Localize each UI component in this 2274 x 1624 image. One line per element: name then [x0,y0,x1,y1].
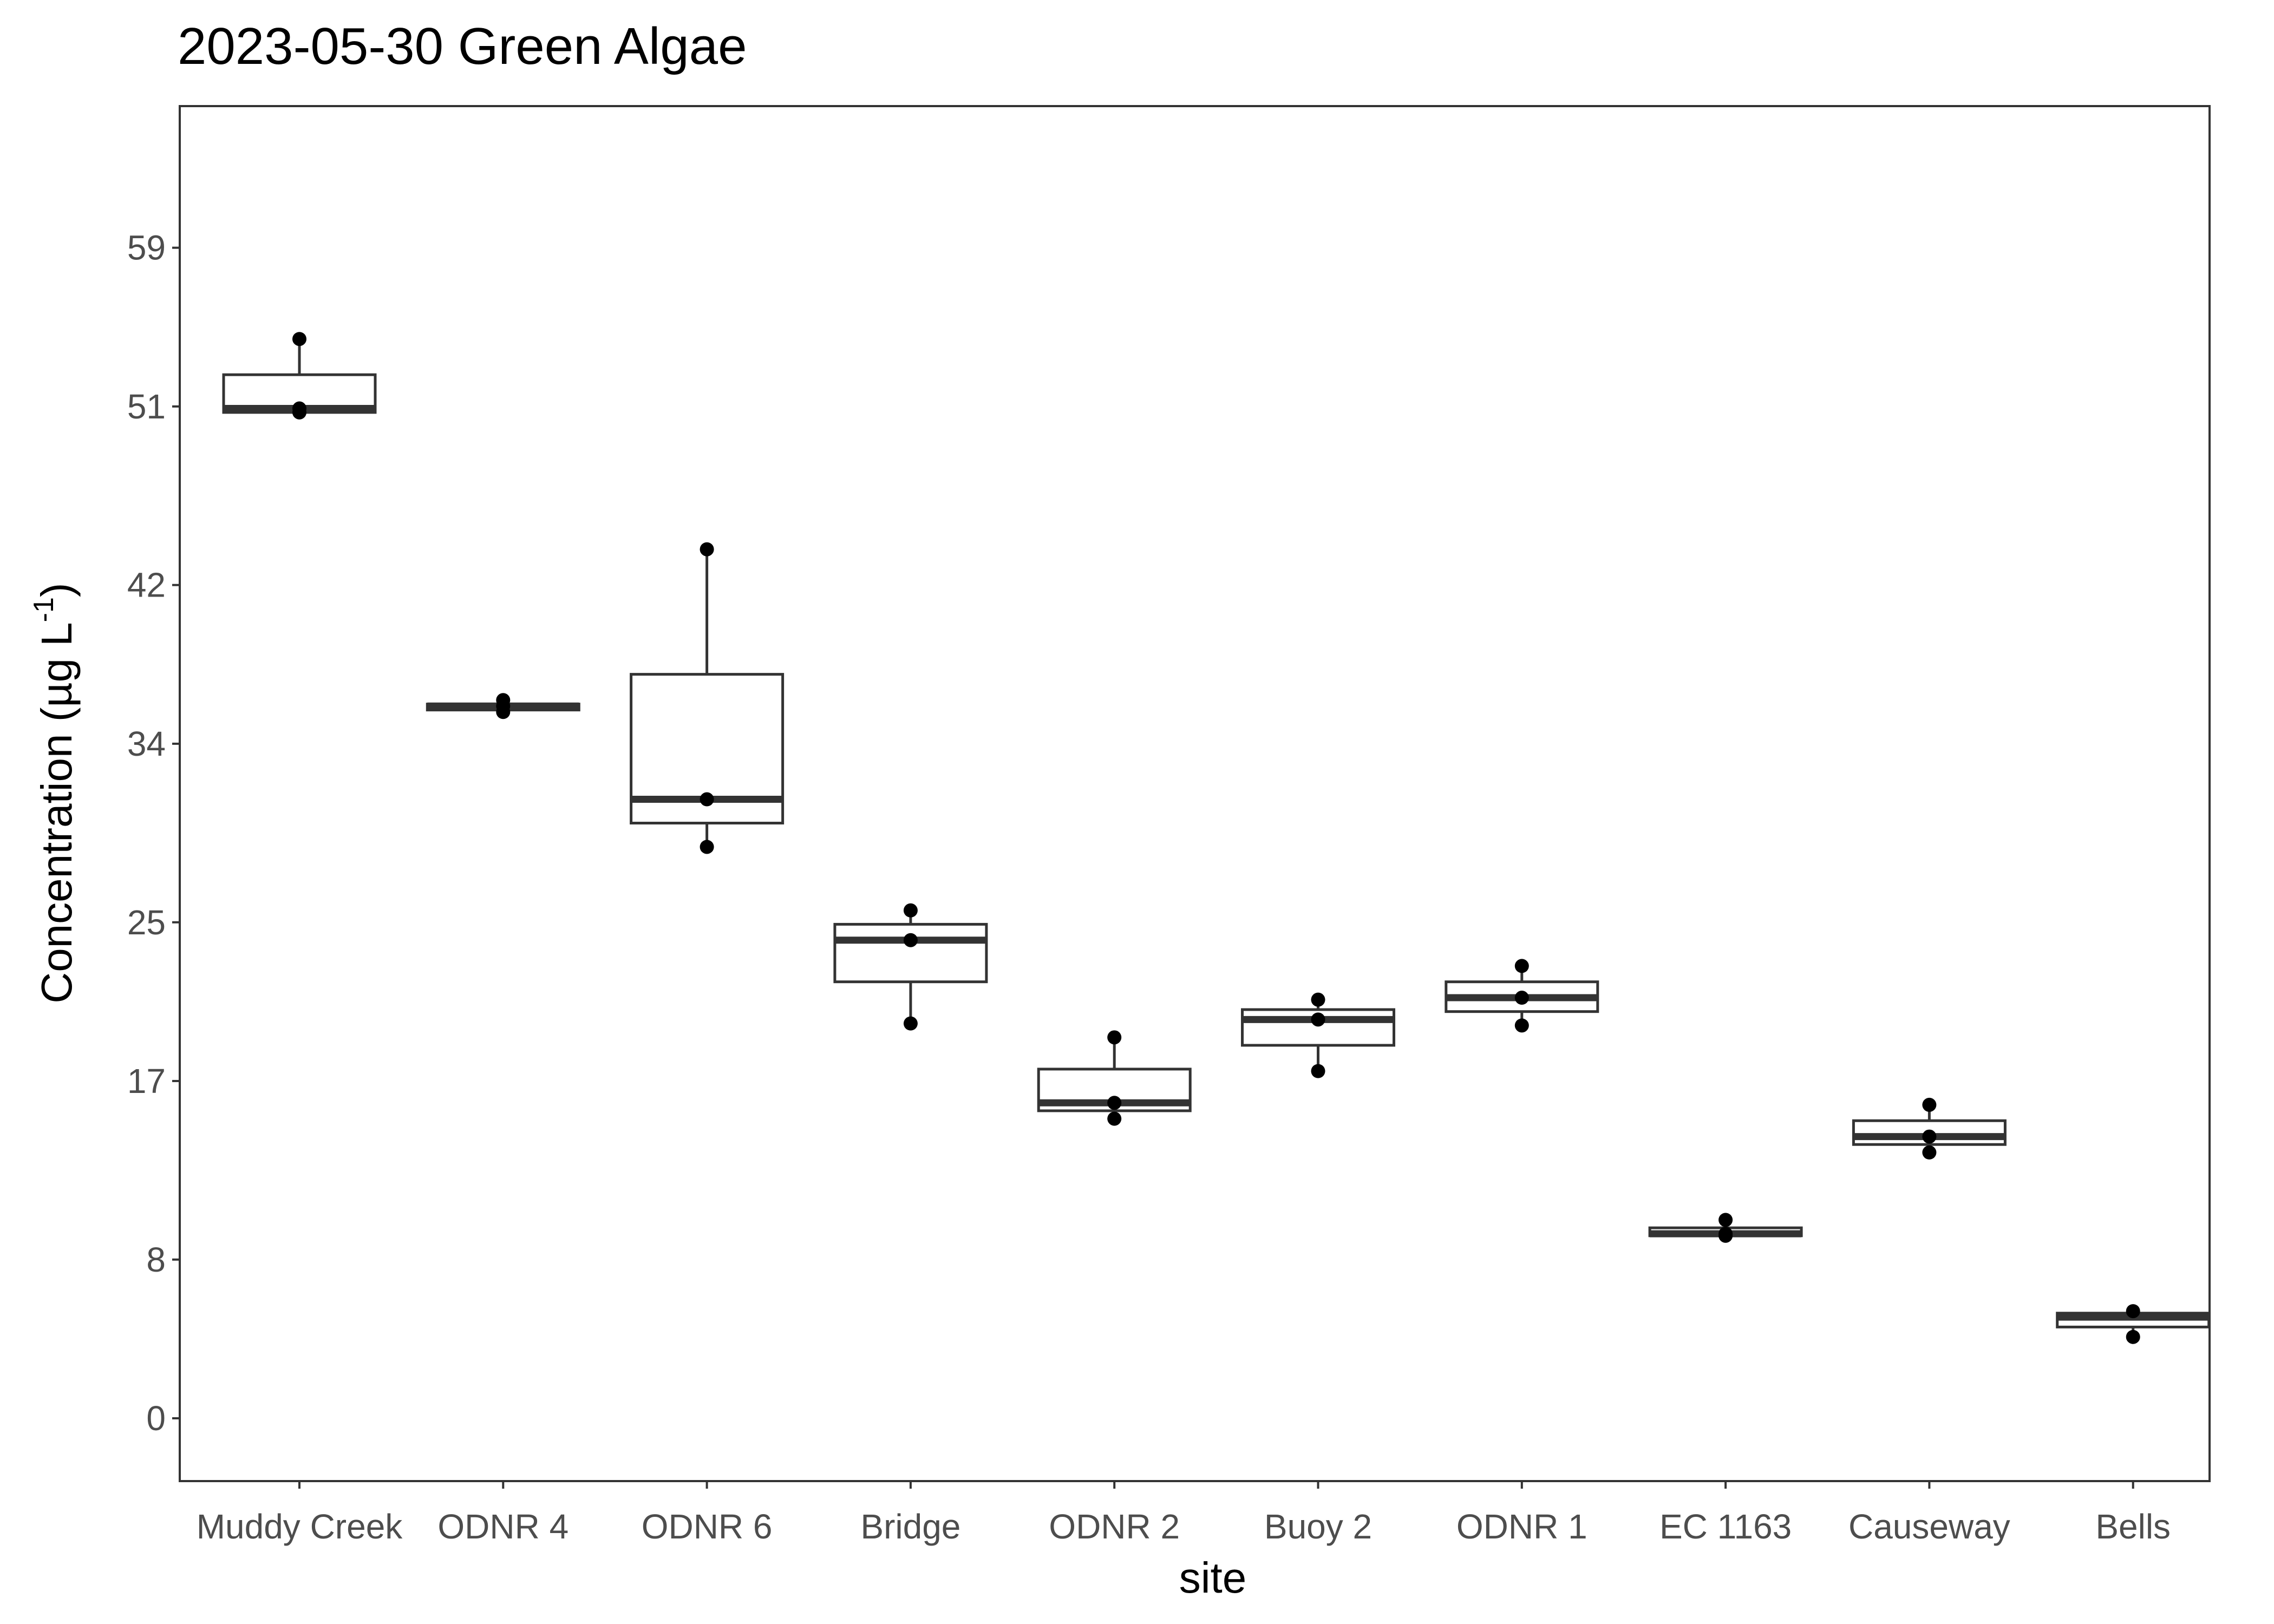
x-tick-label: ODNR 4 [437,1507,568,1546]
data-point [1718,1228,1733,1243]
data-point [1922,1129,1937,1144]
data-point [1107,1096,1122,1110]
box-group [833,903,988,1031]
data-point [1514,959,1529,973]
data-point [903,1016,918,1031]
data-point [700,840,714,854]
data-point [1922,1145,1937,1160]
data-point [292,405,306,420]
box-group [2056,1304,2211,1344]
box-group [630,542,785,854]
y-tick-label: 25 [127,903,166,942]
y-axis: 0 8 17 25 34 42 51 59 [127,228,180,1438]
box-group [222,332,377,420]
chart-title: 2023-05-30 Green Algae [178,17,747,75]
data-point [1311,992,1325,1007]
data-point [903,903,918,918]
data-point [1311,1012,1325,1027]
y-axis-title: Concentration (µg L-1) [28,582,81,1003]
y-axis-title-superscript: -1 [28,597,60,622]
boxplots [222,332,2211,1344]
y-tick-label: 34 [127,724,166,763]
y-tick-label: 0 [146,1399,166,1438]
y-axis-title-close: ) [32,582,81,597]
x-tick-label: ODNR 6 [642,1507,773,1546]
box-group [1852,1097,2007,1160]
x-tick-label: ODNR 2 [1049,1507,1180,1546]
data-point [496,705,511,719]
data-point [903,933,918,947]
data-point [2126,1304,2140,1319]
data-point [1514,1018,1529,1033]
x-tick-label: Bridge [860,1507,960,1546]
data-point [292,332,306,346]
y-tick-label: 42 [127,566,166,605]
box-group [1648,1213,1803,1243]
x-tick-label: Muddy Creek [197,1507,403,1546]
x-tick-label: Causeway [1848,1507,2010,1546]
data-point [700,792,714,807]
x-axis-title: site [1179,1554,1247,1602]
data-point [1107,1030,1122,1045]
x-tick-label: EC 1163 [1659,1507,1792,1546]
panel-border [179,105,2211,1482]
box-group [1037,1030,1192,1126]
data-point [700,542,714,556]
data-point [1311,1064,1325,1078]
y-tick-label: 51 [127,387,166,426]
data-point [1514,991,1529,1005]
box-group [1241,992,1395,1078]
x-axis: Muddy Creek ODNR 4 ODNR 6 Bridge ODNR 2 Buoy … [197,1481,2171,1546]
x-tick-label: ODNR 1 [1456,1507,1587,1546]
y-tick-label: 59 [127,228,166,267]
box-group [1445,959,1599,1033]
data-point [2126,1330,2140,1344]
data-point [1922,1097,1937,1112]
data-point [1107,1111,1122,1126]
y-tick-label: 8 [146,1240,166,1279]
y-axis-title-main: Concentration (µg L [32,622,81,1003]
box-group [426,693,580,719]
x-tick-label: Bells [2095,1507,2171,1546]
data-point [1718,1213,1733,1227]
box [833,922,988,984]
y-tick-label: 17 [127,1062,166,1101]
x-tick-label: Buoy 2 [1264,1507,1372,1546]
